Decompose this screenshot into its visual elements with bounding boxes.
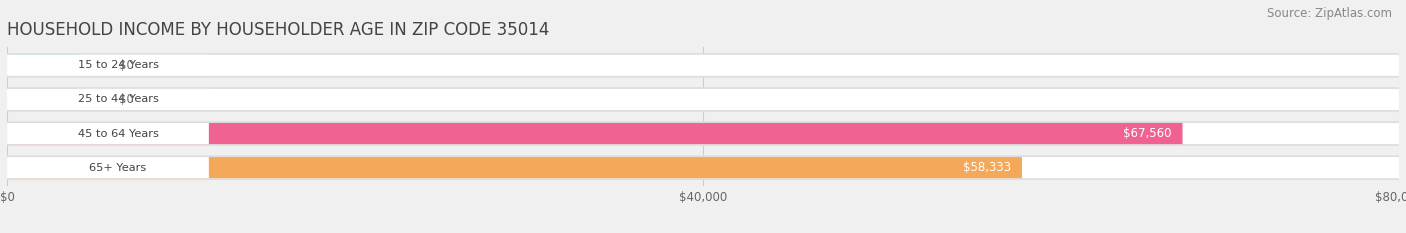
Text: 65+ Years: 65+ Years: [90, 163, 146, 173]
Text: $0: $0: [118, 59, 134, 72]
FancyBboxPatch shape: [7, 55, 77, 76]
Text: HOUSEHOLD INCOME BY HOUSEHOLDER AGE IN ZIP CODE 35014: HOUSEHOLD INCOME BY HOUSEHOLDER AGE IN Z…: [7, 21, 550, 39]
Text: $67,560: $67,560: [1123, 127, 1171, 140]
FancyBboxPatch shape: [7, 89, 1399, 110]
Text: $58,333: $58,333: [963, 161, 1011, 174]
Text: Source: ZipAtlas.com: Source: ZipAtlas.com: [1267, 7, 1392, 20]
FancyBboxPatch shape: [7, 157, 1399, 178]
FancyBboxPatch shape: [7, 123, 209, 144]
FancyBboxPatch shape: [7, 89, 77, 110]
FancyBboxPatch shape: [7, 123, 1399, 144]
FancyBboxPatch shape: [7, 157, 1022, 178]
FancyBboxPatch shape: [7, 157, 209, 178]
FancyBboxPatch shape: [7, 155, 1399, 180]
Text: $0: $0: [118, 93, 134, 106]
FancyBboxPatch shape: [7, 87, 1399, 112]
Text: 45 to 64 Years: 45 to 64 Years: [77, 129, 159, 139]
FancyBboxPatch shape: [7, 55, 1399, 76]
FancyBboxPatch shape: [7, 123, 1182, 144]
Text: 25 to 44 Years: 25 to 44 Years: [77, 94, 159, 104]
Text: 15 to 24 Years: 15 to 24 Years: [77, 60, 159, 70]
FancyBboxPatch shape: [7, 89, 209, 110]
FancyBboxPatch shape: [7, 121, 1399, 146]
FancyBboxPatch shape: [7, 55, 209, 76]
FancyBboxPatch shape: [7, 53, 1399, 78]
